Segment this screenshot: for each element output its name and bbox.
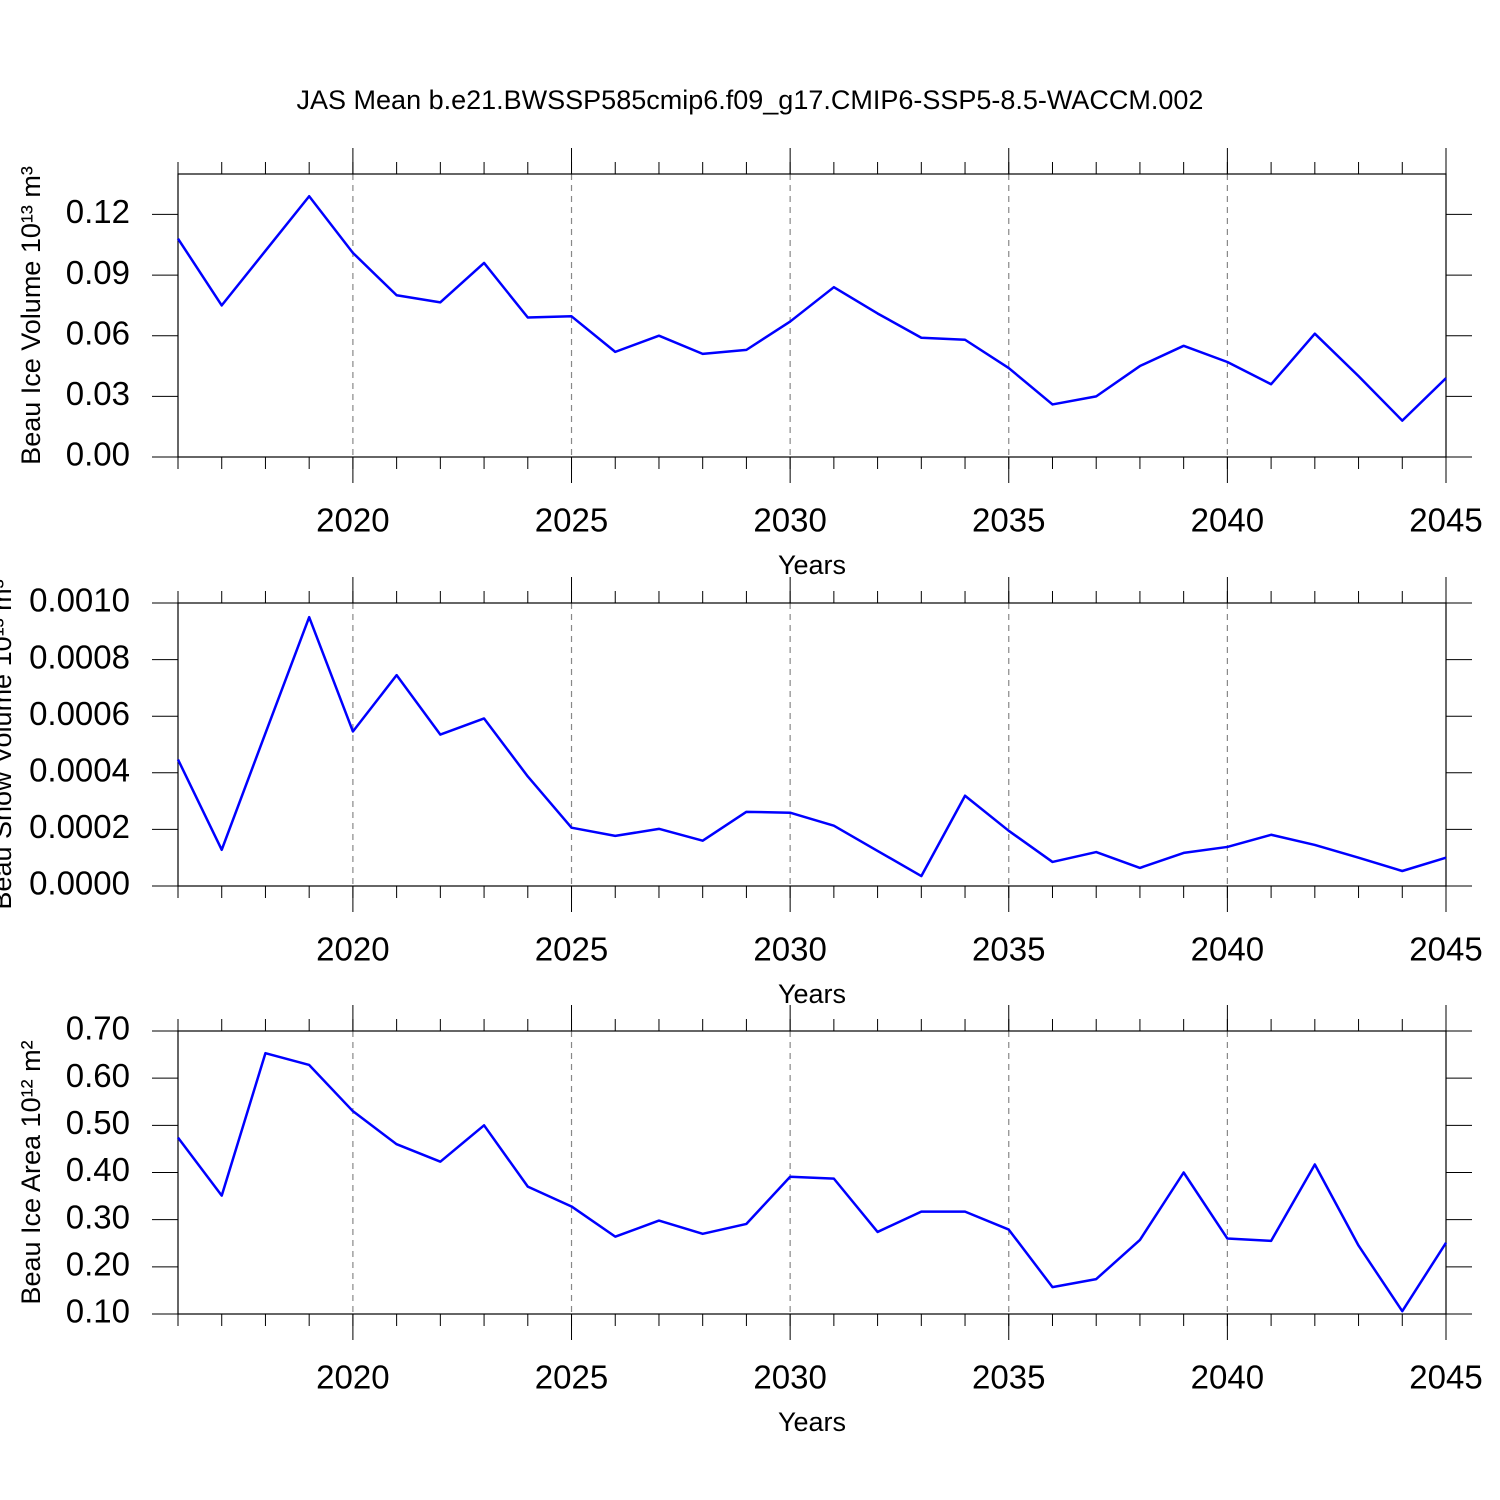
y-tick-label: 0.60 bbox=[66, 1057, 130, 1094]
x-axis-label: Years bbox=[778, 550, 846, 580]
y-tick-label: 0.03 bbox=[66, 375, 130, 412]
y-tick-label: 0.0000 bbox=[29, 865, 130, 902]
y-tick-label: 0.0002 bbox=[29, 808, 130, 845]
y-tick-label: 0.00 bbox=[66, 436, 130, 473]
x-tick-label: 2020 bbox=[316, 1359, 389, 1396]
x-axis-label: Years bbox=[778, 979, 846, 1009]
x-tick-label: 2030 bbox=[753, 931, 826, 968]
plot-frame bbox=[177, 1030, 1447, 1315]
y-axis-label: Beau Snow Volume 10¹³ m³ bbox=[0, 579, 17, 909]
x-tick-label: 2040 bbox=[1191, 931, 1264, 968]
x-tick-label: 2040 bbox=[1191, 502, 1264, 539]
x-tick-label: 2025 bbox=[535, 931, 608, 968]
plot-frame bbox=[177, 173, 1447, 458]
y-tick-label: 0.0006 bbox=[29, 695, 130, 732]
x-tick-label: 2035 bbox=[972, 1359, 1045, 1396]
y-tick-label: 0.70 bbox=[66, 1010, 130, 1047]
y-tick-label: 0.50 bbox=[66, 1104, 130, 1141]
y-tick-label: 0.0004 bbox=[29, 752, 130, 789]
x-tick-label: 2030 bbox=[753, 502, 826, 539]
x-tick-label: 2045 bbox=[1409, 931, 1482, 968]
y-tick-label: 0.10 bbox=[66, 1293, 130, 1330]
y-tick-label: 0.0008 bbox=[29, 638, 130, 675]
x-tick-label: 2030 bbox=[753, 1359, 826, 1396]
x-tick-label: 2020 bbox=[316, 931, 389, 968]
x-tick-label: 2045 bbox=[1409, 502, 1482, 539]
x-tick-label: 2045 bbox=[1409, 1359, 1482, 1396]
x-tick-label: 2020 bbox=[316, 502, 389, 539]
plot-frame bbox=[177, 602, 1447, 887]
x-tick-label: 2040 bbox=[1191, 1359, 1264, 1396]
data-line bbox=[176, 615, 1447, 878]
x-tick-label: 2025 bbox=[535, 1359, 608, 1396]
y-axis-label: Beau Ice Area 10¹² m² bbox=[16, 1040, 46, 1304]
x-axis-label: Years bbox=[778, 1407, 846, 1437]
x-tick-label: 2035 bbox=[972, 931, 1045, 968]
y-tick-label: 0.0010 bbox=[29, 582, 130, 619]
chart-title: JAS Mean b.e21.BWSSP585cmip6.f09_g17.CMI… bbox=[297, 85, 1204, 115]
data-line bbox=[176, 194, 1447, 422]
y-tick-label: 0.12 bbox=[66, 193, 130, 230]
data-line bbox=[177, 1051, 1448, 1313]
y-tick-label: 0.09 bbox=[66, 254, 130, 291]
y-tick-label: 0.06 bbox=[66, 314, 130, 351]
y-axis-label: Beau Ice Volume 10¹³ m³ bbox=[16, 166, 46, 465]
y-tick-label: 0.40 bbox=[66, 1151, 130, 1188]
y-tick-label: 0.20 bbox=[66, 1246, 130, 1283]
y-tick-label: 0.30 bbox=[66, 1198, 130, 1235]
x-tick-label: 2025 bbox=[535, 502, 608, 539]
x-tick-label: 2035 bbox=[972, 502, 1045, 539]
